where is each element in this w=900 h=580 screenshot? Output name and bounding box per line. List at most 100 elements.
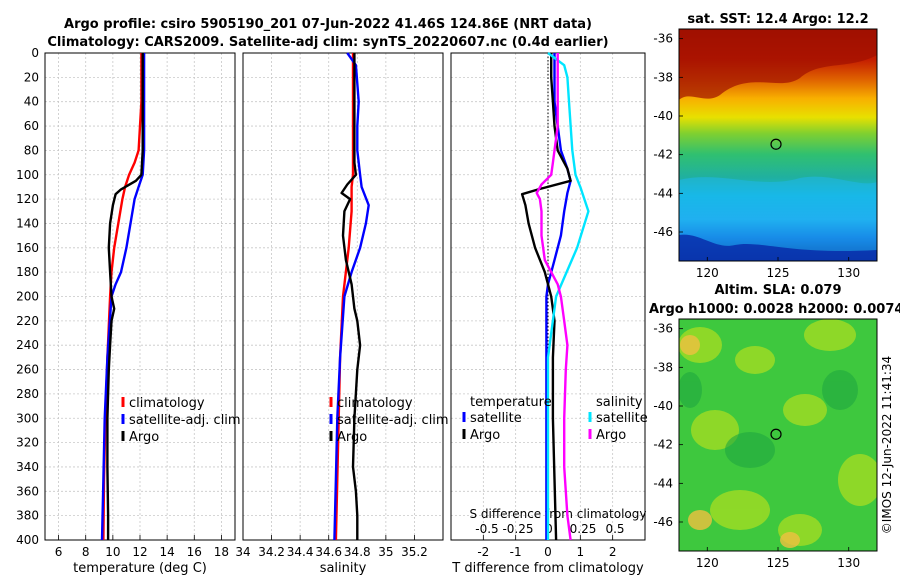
sst-map-panel: sat. SST: 12.4 Argo: 12.2 120 125 130 -36 -3… [653, 12, 878, 280]
lat-tick-label: -38 [653, 360, 673, 374]
lon-tick-label: 130 [837, 556, 860, 570]
figure-title-line1: Argo profile: csiro 5905190_201 07-Jun-2… [64, 17, 592, 32]
legend-label: Argo [470, 428, 500, 443]
lat-tick-label: -46 [653, 225, 673, 239]
x-tick-label: 6 [55, 545, 63, 559]
sla-map-axes: 120 125 130 -36 -38 -40 -42 -44 -46 [653, 322, 860, 570]
x-tick-label: 8 [82, 545, 90, 559]
x-tick-label: 2 [609, 545, 617, 559]
satellite-adj-clim-line [333, 52, 370, 541]
s-difference-tick-label: 0.25 [570, 522, 597, 536]
y-tick-label: 0 [31, 46, 39, 60]
y-tick-label: 180 [16, 265, 39, 279]
sst-map-axes: 120 125 130 -36 -38 -40 -42 -44 -46 [653, 32, 860, 280]
y-tick-label: 140 [16, 216, 39, 230]
x-axis-label: salinity [320, 561, 367, 576]
x-tick-label: 35.2 [401, 545, 428, 559]
y-tick-label: 380 [16, 509, 39, 523]
lat-tick-label: -46 [653, 515, 673, 529]
y-tick-label: 220 [16, 314, 39, 328]
legend-label: Argo [596, 428, 626, 443]
s-satellite-line [546, 52, 590, 540]
temperature-panel: 6 8 10 12 14 16 180204060801001201401601802002… [16, 46, 241, 576]
x-tick-label: 34.2 [258, 545, 285, 559]
legend-heading: salinity [596, 395, 643, 410]
sst-warm-water [679, 29, 877, 100]
difference-panel: -2 -1 0 1 2 T difference from climatology S di… [450, 52, 648, 576]
lat-tick-label: -44 [653, 476, 673, 490]
lon-tick-label: 125 [767, 266, 790, 280]
sla-argo-location-marker [770, 428, 782, 440]
lat-tick-label: -36 [653, 32, 673, 46]
lat-tick-label: -38 [653, 70, 673, 84]
x-tick-label: 34.6 [315, 545, 342, 559]
x-tick-label: 34 [235, 545, 250, 559]
s-argo-line [535, 53, 572, 541]
lat-tick-label: -42 [653, 148, 673, 162]
lat-tick-label: -40 [653, 399, 673, 413]
legend-label: satellite-adj. clim [337, 413, 449, 428]
sst-argo-location-marker [770, 138, 782, 150]
y-tick-label: 260 [16, 363, 39, 377]
y-tick-label: 120 [16, 192, 39, 206]
legend-label: climatology [337, 396, 413, 411]
lon-tick-label: 130 [837, 266, 860, 280]
y-tick-label: 300 [16, 411, 39, 425]
x-tick-label: 34.8 [344, 545, 371, 559]
lon-tick-label: 125 [767, 556, 790, 570]
s-difference-axis-label: S difference from climatology [470, 507, 647, 521]
y-tick-label: 340 [16, 460, 39, 474]
legend-label: satellite [470, 411, 522, 426]
t-argo-line [520, 53, 572, 541]
s-difference-tick-label: -0.25 [502, 522, 533, 536]
x-tick-label: 1 [577, 545, 585, 559]
y-tick-label: 100 [16, 168, 39, 182]
legend-label: Argo [337, 430, 367, 445]
s-difference-tick-label: 0.5 [605, 522, 624, 536]
y-tick-label: 400 [16, 533, 39, 547]
y-tick-label: 80 [24, 143, 39, 157]
x-tick-label: 16 [187, 545, 202, 559]
legend-label: climatology [129, 396, 205, 411]
plot-frame [44, 52, 236, 541]
x-tick-label: 14 [160, 545, 175, 559]
x-tick-label: 10 [105, 545, 120, 559]
legend-label: Argo [129, 430, 159, 445]
y-tick-label: 20 [24, 70, 39, 84]
x-tick-label: -1 [510, 545, 522, 559]
y-tick-label: 320 [16, 436, 39, 450]
legend-label: satellite [596, 411, 648, 426]
x-tick-label: -2 [477, 545, 489, 559]
y-tick-label: 60 [24, 119, 39, 133]
climatology-line [334, 53, 355, 541]
x-tick-label: 18 [214, 545, 229, 559]
sla-argo-height-label: Argo h1000: 0.0028 h2000: 0.0074 [649, 302, 900, 317]
x-tick-label: 34.4 [287, 545, 314, 559]
plot-frame [242, 52, 444, 541]
s-difference-tick-label: -0.5 [475, 522, 498, 536]
x-tick-label: 35 [378, 545, 393, 559]
sst-cool-water [679, 176, 877, 261]
y-tick-label: 200 [16, 290, 39, 304]
satellite-adj-clim-line [100, 53, 146, 541]
sla-highs [679, 319, 877, 546]
y-tick-label: 280 [16, 387, 39, 401]
legend-label: satellite-adj. clim [129, 413, 241, 428]
x-axis-label: temperature (deg C) [73, 561, 207, 576]
sst-cold-water [679, 234, 877, 261]
sst-map-title: sat. SST: 12.4 Argo: 12.2 [687, 12, 868, 27]
sla-lows [679, 370, 858, 468]
sla-map-title: Altim. SLA: 0.079 [715, 283, 842, 298]
sla-map-panel: Altim. SLA: 0.079 Argo h1000: 0.0028 h20… [649, 283, 900, 570]
lon-tick-label: 120 [696, 556, 719, 570]
y-tick-label: 240 [16, 338, 39, 352]
salinity-panel: 34 34.2 34.4 34.6 34.8 35 35.2 salinity climatol… [235, 52, 449, 576]
lat-tick-label: -44 [653, 186, 673, 200]
sla-peaks [680, 335, 800, 548]
y-tick-label: 360 [16, 484, 39, 498]
x-tick-label: 0 [544, 545, 552, 559]
legend-heading: temperature [470, 395, 552, 410]
argo-line [340, 53, 362, 540]
x-axis-label: T difference from climatology [451, 561, 644, 576]
